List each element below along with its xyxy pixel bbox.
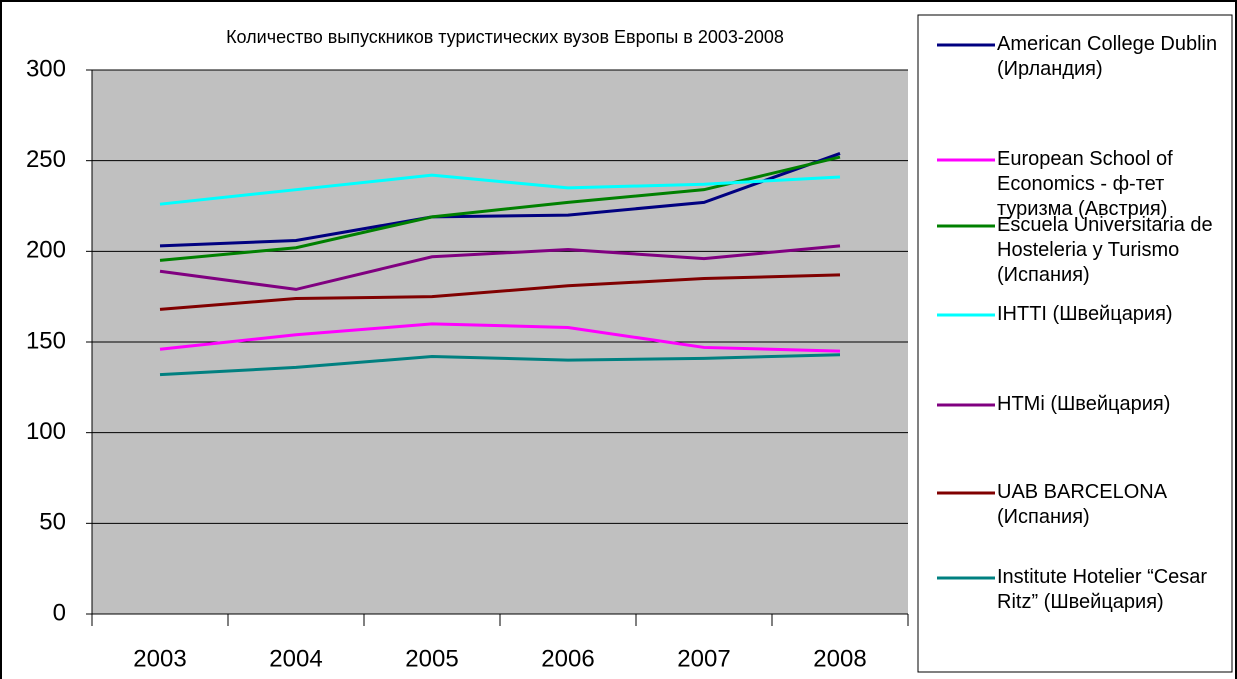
y-tick-label: 50 bbox=[39, 509, 66, 536]
legend-label: European School of Economics - ф-тет тур… bbox=[997, 148, 1173, 220]
y-tick-label: 300 bbox=[26, 55, 66, 82]
legend-label: UAB BARCELONA (Испания) bbox=[997, 481, 1166, 528]
x-tick-label: 2006 bbox=[541, 645, 594, 672]
y-tick-label: 150 bbox=[26, 327, 66, 354]
series-line bbox=[159, 273, 841, 311]
y-tick-label: 250 bbox=[26, 146, 66, 173]
legend-label: Escuela Universitaria de Hosteleria y Tu… bbox=[997, 214, 1213, 286]
series-line bbox=[159, 353, 841, 377]
x-tick-label: 2004 bbox=[269, 645, 322, 672]
legend-label: IHTTI (Швейцария) bbox=[997, 303, 1173, 325]
series-line bbox=[159, 173, 841, 206]
y-tick-label: 0 bbox=[53, 599, 66, 626]
series-line bbox=[159, 244, 841, 291]
x-tick-label: 2008 bbox=[813, 645, 866, 672]
legend-label: HTMi (Швейцария) bbox=[997, 393, 1171, 415]
chart-title: Количество выпускников туристических вуз… bbox=[226, 27, 784, 47]
x-tick-label: 2007 bbox=[677, 645, 730, 672]
legend-box bbox=[917, 14, 1233, 673]
legend-label: American College Dublin (Ирландия) bbox=[997, 33, 1218, 80]
y-tick-label: 100 bbox=[26, 418, 66, 445]
x-tick-label: 2005 bbox=[405, 645, 458, 672]
y-tick-label: 200 bbox=[26, 237, 66, 264]
series-line bbox=[159, 152, 841, 248]
series-line bbox=[159, 322, 841, 353]
legend-label: Institute Hotelier “Cesar Ritz” (Швейцар… bbox=[997, 566, 1208, 613]
x-tick-label: 2003 bbox=[133, 645, 186, 672]
